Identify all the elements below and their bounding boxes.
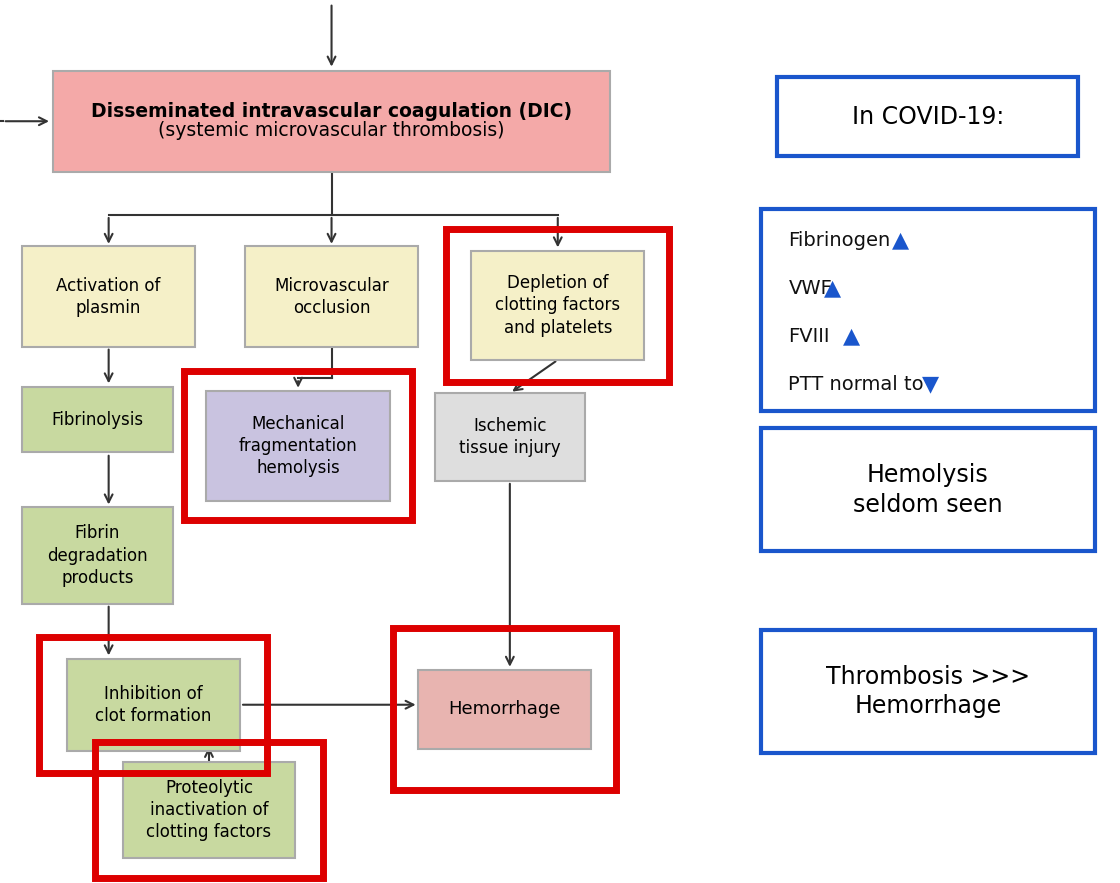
Text: Microvascular
occlusion: Microvascular occlusion bbox=[274, 276, 389, 317]
Text: Proteolytic
inactivation of
clotting factors: Proteolytic inactivation of clotting fac… bbox=[147, 779, 271, 841]
FancyBboxPatch shape bbox=[22, 508, 172, 604]
FancyBboxPatch shape bbox=[22, 387, 172, 452]
Text: PTT normal to: PTT normal to bbox=[788, 375, 924, 394]
Text: Thrombosis >>>
Hemorrhage: Thrombosis >>> Hemorrhage bbox=[825, 665, 1029, 719]
Text: Inhibition of
clot formation: Inhibition of clot formation bbox=[95, 684, 212, 725]
Text: ▲: ▲ bbox=[893, 230, 909, 250]
FancyBboxPatch shape bbox=[435, 393, 585, 481]
Text: (systemic microvascular thrombosis): (systemic microvascular thrombosis) bbox=[158, 121, 505, 140]
Text: Ischemic
tissue injury: Ischemic tissue injury bbox=[459, 417, 561, 457]
Text: Fibrinolysis: Fibrinolysis bbox=[52, 411, 143, 428]
FancyBboxPatch shape bbox=[760, 630, 1095, 753]
Text: Hemolysis
seldom seen: Hemolysis seldom seen bbox=[853, 463, 1002, 517]
FancyBboxPatch shape bbox=[777, 78, 1079, 156]
Text: Mechanical
fragmentation
hemolysis: Mechanical fragmentation hemolysis bbox=[239, 415, 357, 477]
FancyBboxPatch shape bbox=[67, 659, 240, 751]
Text: ▼: ▼ bbox=[922, 374, 939, 395]
FancyBboxPatch shape bbox=[206, 391, 390, 501]
Text: FVIII: FVIII bbox=[788, 327, 830, 346]
Text: Fibrinogen: Fibrinogen bbox=[788, 230, 890, 250]
FancyBboxPatch shape bbox=[122, 762, 296, 858]
Text: ▲: ▲ bbox=[843, 327, 860, 346]
FancyBboxPatch shape bbox=[418, 669, 590, 749]
FancyBboxPatch shape bbox=[22, 246, 195, 347]
Text: ▲: ▲ bbox=[823, 278, 841, 298]
FancyBboxPatch shape bbox=[245, 246, 418, 347]
FancyBboxPatch shape bbox=[53, 71, 610, 171]
Text: Hemorrhage: Hemorrhage bbox=[448, 700, 560, 718]
Text: Depletion of
clotting factors
and platelets: Depletion of clotting factors and platel… bbox=[495, 275, 620, 336]
Text: Disseminated intravascular coagulation (DIC): Disseminated intravascular coagulation (… bbox=[91, 102, 572, 121]
FancyBboxPatch shape bbox=[472, 251, 644, 360]
Text: VWF: VWF bbox=[788, 279, 832, 298]
Text: Fibrin
degradation
products: Fibrin degradation products bbox=[47, 525, 148, 587]
FancyBboxPatch shape bbox=[760, 428, 1095, 551]
Text: Activation of
plasmin: Activation of plasmin bbox=[56, 276, 161, 317]
FancyBboxPatch shape bbox=[760, 209, 1095, 411]
Text: In COVID-19:: In COVID-19: bbox=[851, 105, 1004, 129]
